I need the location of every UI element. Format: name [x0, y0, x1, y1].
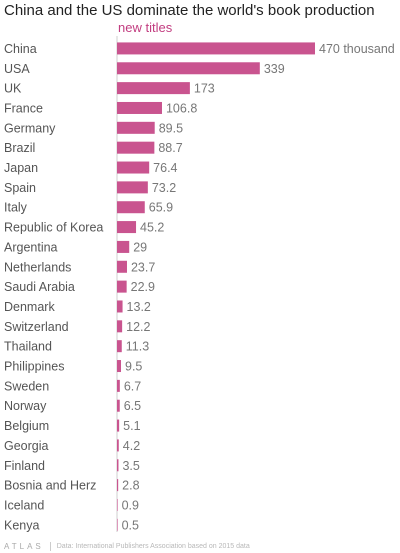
value-label: 2.8 [122, 479, 139, 493]
value-label: 106.8 [166, 101, 197, 115]
value-label: 29 [133, 240, 147, 254]
bar [117, 121, 155, 134]
value-label: 12.2 [126, 320, 150, 334]
bar [117, 300, 123, 313]
category-label: Argentina [4, 240, 58, 254]
bar [117, 280, 127, 293]
bar [117, 141, 155, 154]
category-label: UK [4, 82, 22, 96]
bar [117, 260, 127, 273]
value-label: 0.9 [122, 498, 139, 512]
bar [117, 240, 130, 253]
category-label: Spain [4, 181, 36, 195]
value-label: 0.5 [122, 518, 139, 532]
bar [117, 161, 150, 174]
category-label: Netherlands [4, 260, 71, 274]
series-label: new titles [118, 20, 173, 35]
value-label: 3.5 [122, 459, 139, 473]
category-label: Bosnia and Herz [4, 479, 96, 493]
bar [117, 459, 119, 472]
chart-title: China and the US dominate the world's bo… [4, 2, 375, 19]
value-label: 73.2 [152, 181, 176, 195]
bar [117, 62, 260, 75]
bar [117, 221, 137, 234]
value-label: 9.5 [125, 360, 142, 374]
category-label: Brazil [4, 141, 35, 155]
bar [117, 340, 122, 353]
bar [117, 518, 118, 531]
category-label: Norway [4, 399, 47, 413]
value-label: 65.9 [149, 201, 173, 215]
category-label: USA [4, 62, 30, 76]
bar [117, 360, 122, 373]
value-label: 23.7 [131, 260, 155, 274]
category-label: Kenya [4, 518, 39, 532]
footer: ATLAS Data: International Publishers Ass… [4, 540, 396, 553]
source-note: Data: International Publishers Associati… [56, 543, 250, 550]
value-label: 22.9 [131, 280, 155, 294]
category-label: France [4, 101, 43, 115]
value-label: 6.7 [124, 379, 141, 393]
value-label: 5.1 [123, 419, 140, 433]
bar [117, 479, 119, 492]
footer-divider [49, 542, 51, 551]
value-label: 13.2 [127, 300, 151, 314]
category-label: Saudi Arabia [4, 280, 75, 294]
bar [117, 181, 148, 194]
bar [117, 101, 162, 114]
category-label: Germany [4, 121, 56, 135]
value-label: 88.7 [158, 141, 182, 155]
bar-chart: China 470 thousand USA 339 UK 173 France 106.8 G… [4, 36, 395, 532]
category-label: Italy [4, 201, 28, 215]
bar [117, 379, 120, 392]
category-label: Finland [4, 459, 45, 473]
bar [117, 42, 315, 55]
bar [117, 399, 120, 412]
bar [117, 201, 145, 214]
category-label: Sweden [4, 379, 49, 393]
value-label: 11.3 [126, 340, 149, 354]
category-label: China [4, 42, 37, 56]
category-label: Republic of Korea [4, 221, 103, 235]
category-label: Belgium [4, 419, 49, 433]
category-label: Japan [4, 161, 38, 175]
bar [117, 320, 123, 333]
value-label: 339 [264, 62, 285, 76]
bar [117, 498, 118, 511]
value-label: 173 [194, 82, 215, 96]
category-label: Georgia [4, 439, 49, 453]
category-label: Denmark [4, 300, 55, 314]
category-label: Switzerland [4, 320, 69, 334]
value-label: 470 thousand [319, 42, 395, 56]
atlas-logo: ATLAS [4, 542, 44, 551]
bar [117, 82, 190, 95]
category-label: Thailand [4, 340, 52, 354]
category-label: Iceland [4, 498, 44, 512]
value-label: 6.5 [124, 399, 141, 413]
value-label: 45.2 [140, 221, 164, 235]
value-label: 76.4 [153, 161, 177, 175]
value-label: 89.5 [159, 121, 183, 135]
value-label: 4.2 [123, 439, 140, 453]
category-label: Philippines [4, 360, 64, 374]
bar [117, 439, 119, 452]
bar [117, 419, 120, 432]
